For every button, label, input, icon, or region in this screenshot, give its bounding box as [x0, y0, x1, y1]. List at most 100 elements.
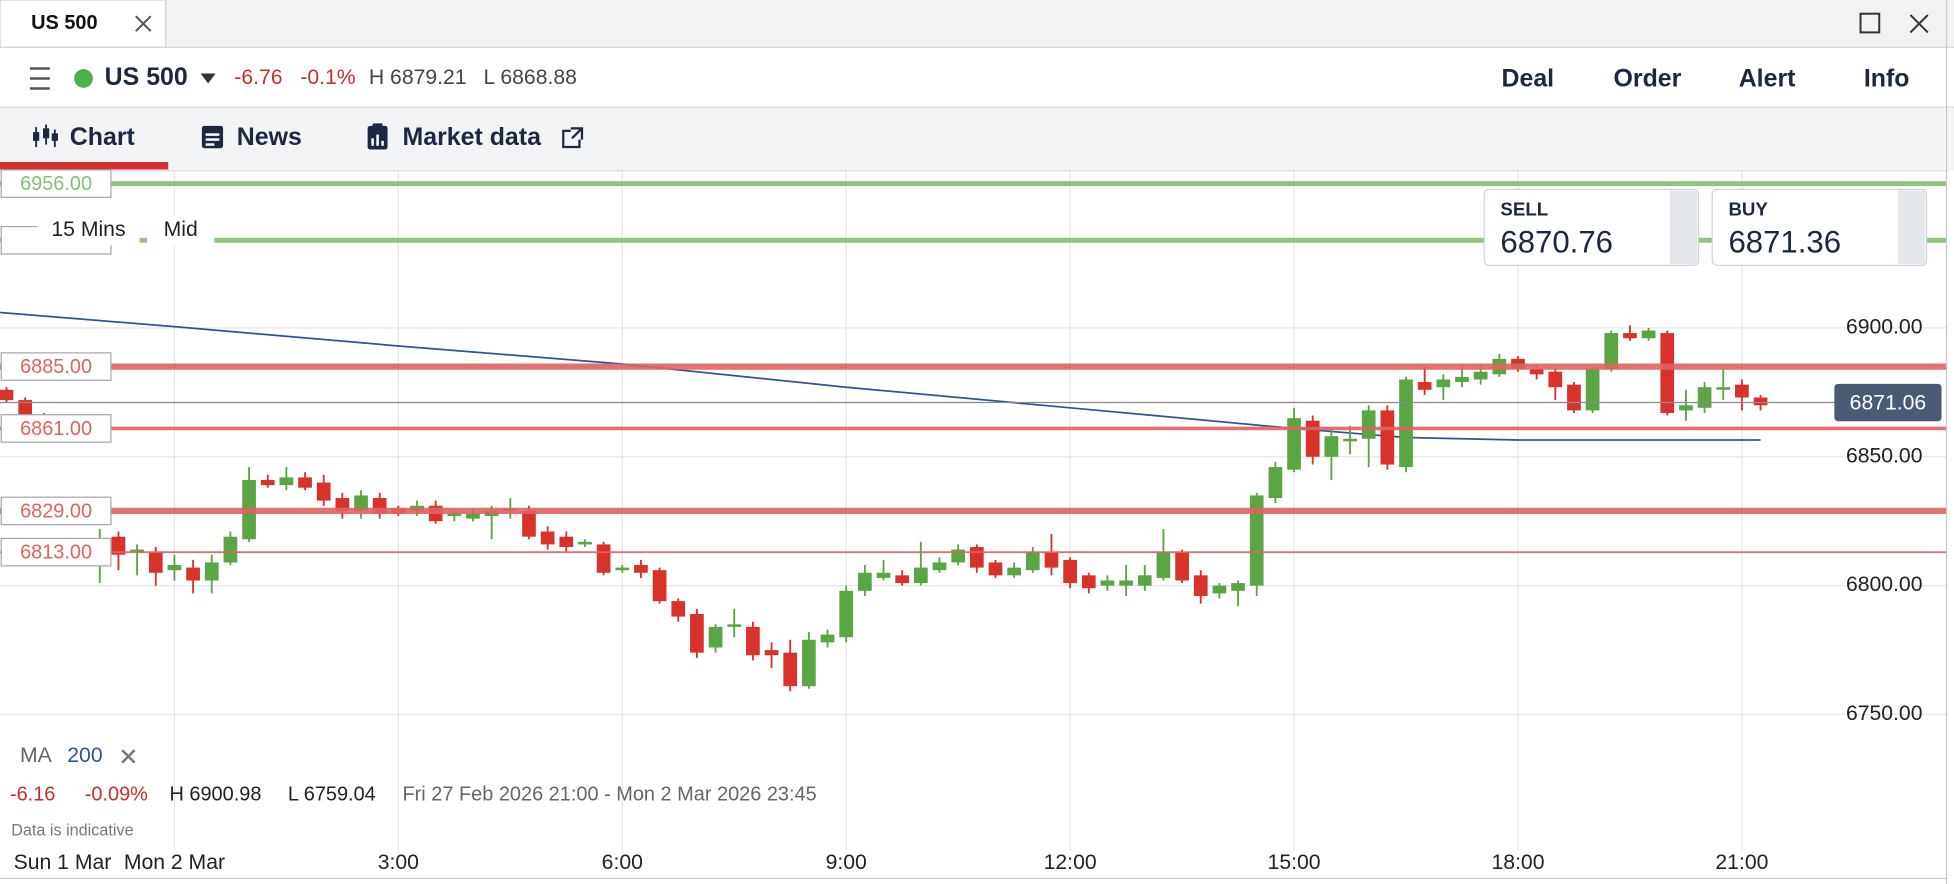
- price-level-label: 6829.00: [20, 500, 92, 522]
- tab[interactable]: News: [237, 123, 302, 151]
- price-level-tag: [0, 169, 112, 198]
- candle-body: [316, 482, 331, 501]
- price-type-selector[interactable]: [147, 215, 215, 246]
- interval-selector[interactable]: [37, 215, 140, 246]
- candle-body: [1119, 580, 1133, 586]
- candle-body: [1473, 371, 1488, 380]
- news-tab-icon: [201, 125, 224, 149]
- action-button[interactable]: Deal: [1501, 64, 1554, 92]
- action-button[interactable]: Order: [1614, 64, 1682, 92]
- candle-body: [1063, 559, 1077, 584]
- candle-body: [1175, 552, 1189, 581]
- buy-button[interactable]: [1711, 188, 1928, 267]
- candle-body: [1324, 436, 1339, 457]
- action-button[interactable]: Info: [1864, 64, 1910, 92]
- candle-body: [839, 590, 854, 638]
- candle-body: [932, 562, 947, 571]
- current-price-label: 6871.06: [1850, 391, 1927, 414]
- stats-change: -6.16: [10, 783, 55, 805]
- candle-body: [1081, 575, 1096, 589]
- action-button[interactable]: Alert: [1739, 64, 1796, 92]
- candle-body: [652, 570, 667, 602]
- dropdown-caret[interactable]: [200, 73, 216, 84]
- x-tick-label: 12:00: [1044, 851, 1097, 874]
- tab-title: US 500: [31, 12, 97, 34]
- x-tick-label: 18:00: [1491, 851, 1544, 874]
- candle-body: [130, 549, 144, 553]
- candle-body: [1100, 580, 1115, 586]
- candle-body: [148, 552, 163, 573]
- current-price-tag: [1834, 383, 1942, 422]
- candle-body: [913, 567, 928, 584]
- stats-range: Fri 27 Feb 2026 21:00 - Mon 2 Mar 2026 2…: [403, 783, 817, 805]
- candle-body: [764, 650, 779, 656]
- stats-low: L 6759.04: [288, 783, 376, 805]
- candle-body: [988, 562, 1003, 576]
- tab[interactable]: Market data: [403, 123, 543, 151]
- close-window-icon[interactable]: [1909, 14, 1929, 34]
- candle-body: [1417, 382, 1432, 390]
- instrument-name[interactable]: US 500: [105, 63, 188, 91]
- axes: 6750.00 6800.00 6850.00 6900.00 Sun 1 Mar Mon…: [0, 169, 1954, 874]
- candle-body: [447, 513, 462, 517]
- x-tick-label: Sun 1 Mar: [14, 851, 112, 874]
- candle-body: [634, 565, 648, 573]
- candle-body: [783, 652, 798, 687]
- price-type: Mid: [164, 218, 198, 241]
- sell-button[interactable]: [1483, 188, 1700, 267]
- candle-body: [1455, 376, 1469, 383]
- candle-body: [1585, 369, 1600, 411]
- y-tick-label: 6750.00: [1846, 702, 1923, 725]
- maximize-icon[interactable]: [1859, 12, 1881, 34]
- candle-body: [969, 546, 984, 568]
- candle-body: [186, 567, 200, 581]
- candle-body: [578, 541, 592, 545]
- candle-body: [204, 562, 219, 581]
- close-tab-icon[interactable]: [135, 15, 152, 32]
- tab[interactable]: Chart: [70, 123, 135, 151]
- sell-price: 6870.76: [1500, 224, 1613, 259]
- remove-indicator-icon[interactable]: [121, 749, 136, 764]
- market-data-tab-icon: [367, 123, 388, 150]
- candle-body: [1137, 575, 1152, 586]
- candle-body: [335, 498, 350, 511]
- x-tick-label: Tue: [1948, 851, 1954, 874]
- candle-body: [820, 634, 835, 643]
- candle-body: [1753, 397, 1768, 406]
- candle-body: [18, 400, 33, 416]
- candle-body: [596, 544, 611, 573]
- price-level-tag: [0, 537, 112, 567]
- candle-body: [876, 572, 891, 578]
- candle-body: [1697, 387, 1712, 408]
- stats-change-pct: -0.09%: [85, 783, 148, 805]
- menu-icon[interactable]: [29, 67, 50, 90]
- candle-body: [1567, 384, 1581, 411]
- candle-body: [1156, 552, 1171, 578]
- active-tab-indicator: [0, 161, 169, 170]
- indicator-period: 200: [67, 744, 102, 767]
- sell-button-edge: [1669, 190, 1698, 265]
- window-tab[interactable]: [0, 0, 167, 48]
- status-dot: [74, 69, 93, 88]
- buy-button-edge: [1897, 190, 1926, 265]
- y-tick-label: 6850.00: [1846, 444, 1923, 467]
- candle-body: [1343, 438, 1357, 442]
- candle-body: [1361, 410, 1376, 439]
- indicator-layer: [0, 311, 1761, 441]
- candle-body: [895, 575, 910, 584]
- y-tick-label: 6900.00: [1846, 316, 1923, 339]
- candle-body: [167, 565, 182, 571]
- candle-body: [1735, 384, 1749, 398]
- external-link-icon[interactable]: [562, 127, 584, 149]
- candle-body: [540, 531, 555, 545]
- sell-label: SELL: [1500, 199, 1548, 220]
- candle-body: [298, 477, 312, 488]
- candle-body: [858, 572, 872, 591]
- price-level-label: 6861.00: [20, 418, 92, 440]
- session-low: L 6868.88: [484, 66, 577, 89]
- candle-body: [1641, 330, 1656, 339]
- buy-price: 6871.36: [1728, 224, 1841, 259]
- candle-body: [1193, 575, 1208, 596]
- candle-body: [802, 639, 816, 687]
